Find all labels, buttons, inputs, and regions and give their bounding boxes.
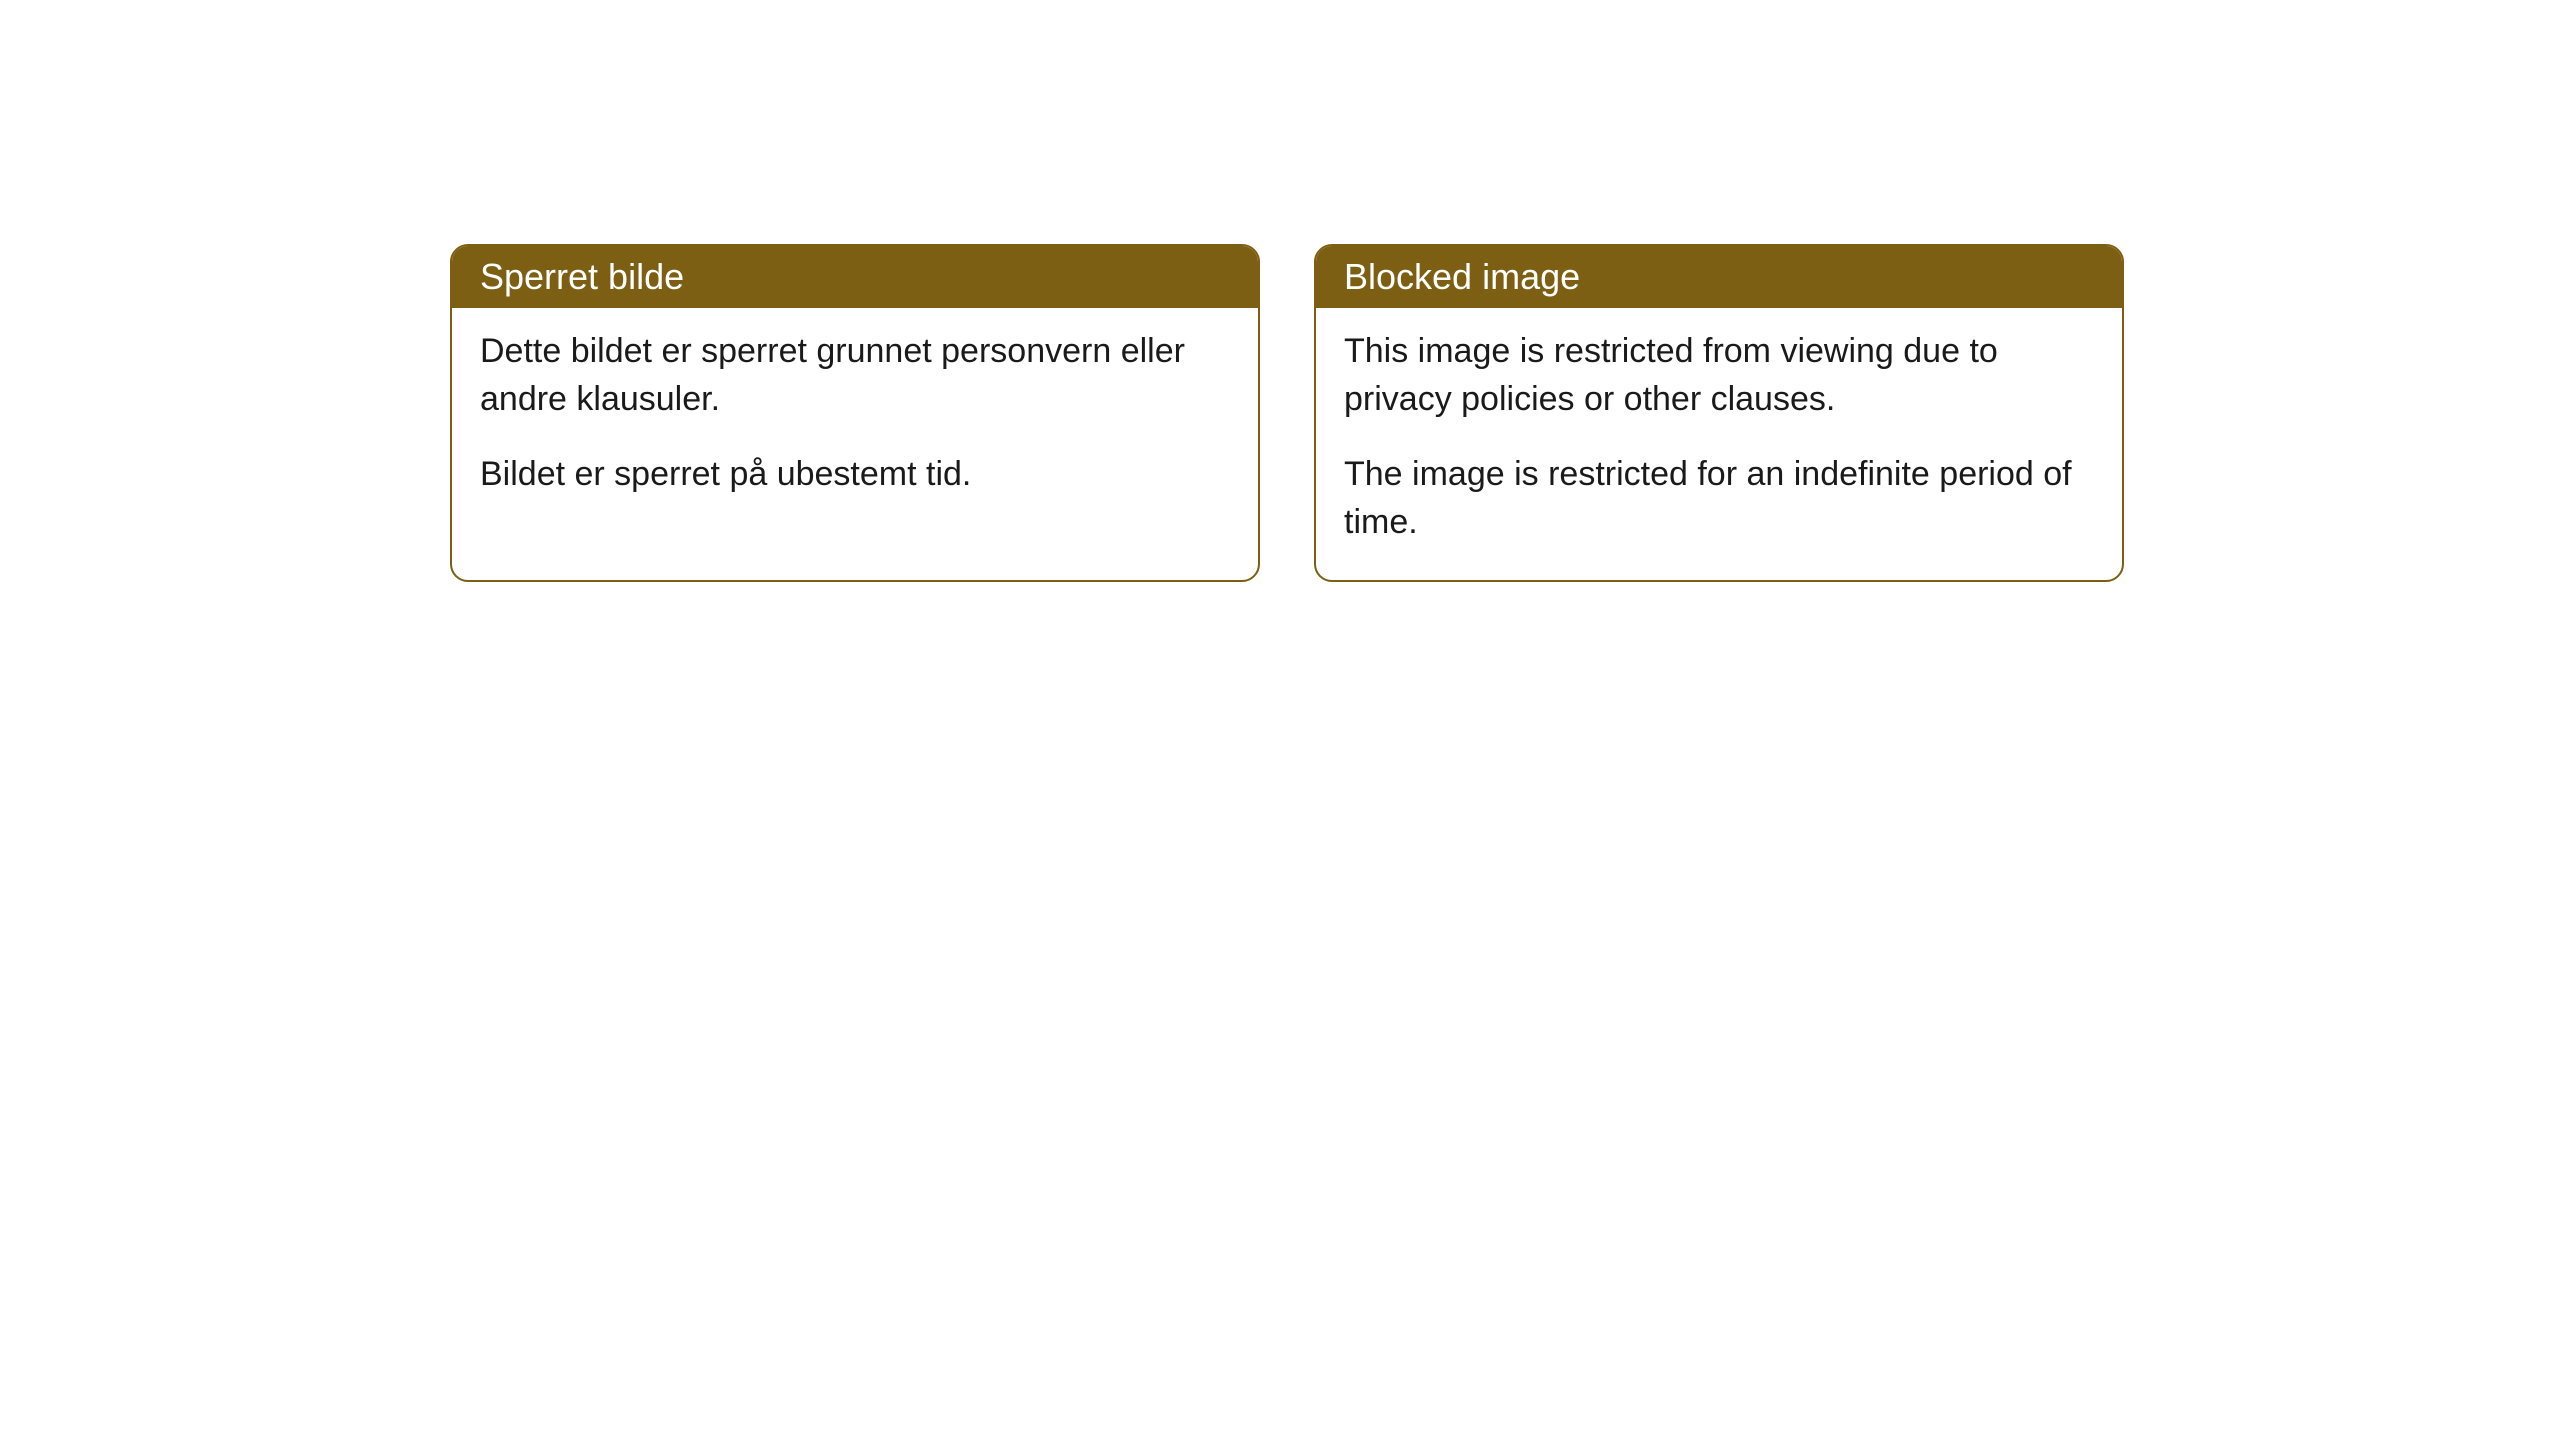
card-norwegian: Sperret bilde Dette bildet er sperret gr… — [450, 244, 1260, 582]
card-header-norwegian: Sperret bilde — [452, 246, 1258, 308]
card-paragraph-1-english: This image is restricted from viewing du… — [1344, 328, 2094, 423]
card-paragraph-1-norwegian: Dette bildet er sperret grunnet personve… — [480, 328, 1230, 423]
card-body-norwegian: Dette bildet er sperret grunnet personve… — [452, 308, 1258, 533]
card-header-english: Blocked image — [1316, 246, 2122, 308]
card-paragraph-2-english: The image is restricted for an indefinit… — [1344, 451, 2094, 546]
cards-container: Sperret bilde Dette bildet er sperret gr… — [450, 244, 2124, 582]
card-english: Blocked image This image is restricted f… — [1314, 244, 2124, 582]
card-body-english: This image is restricted from viewing du… — [1316, 308, 2122, 580]
card-paragraph-2-norwegian: Bildet er sperret på ubestemt tid. — [480, 451, 1230, 499]
